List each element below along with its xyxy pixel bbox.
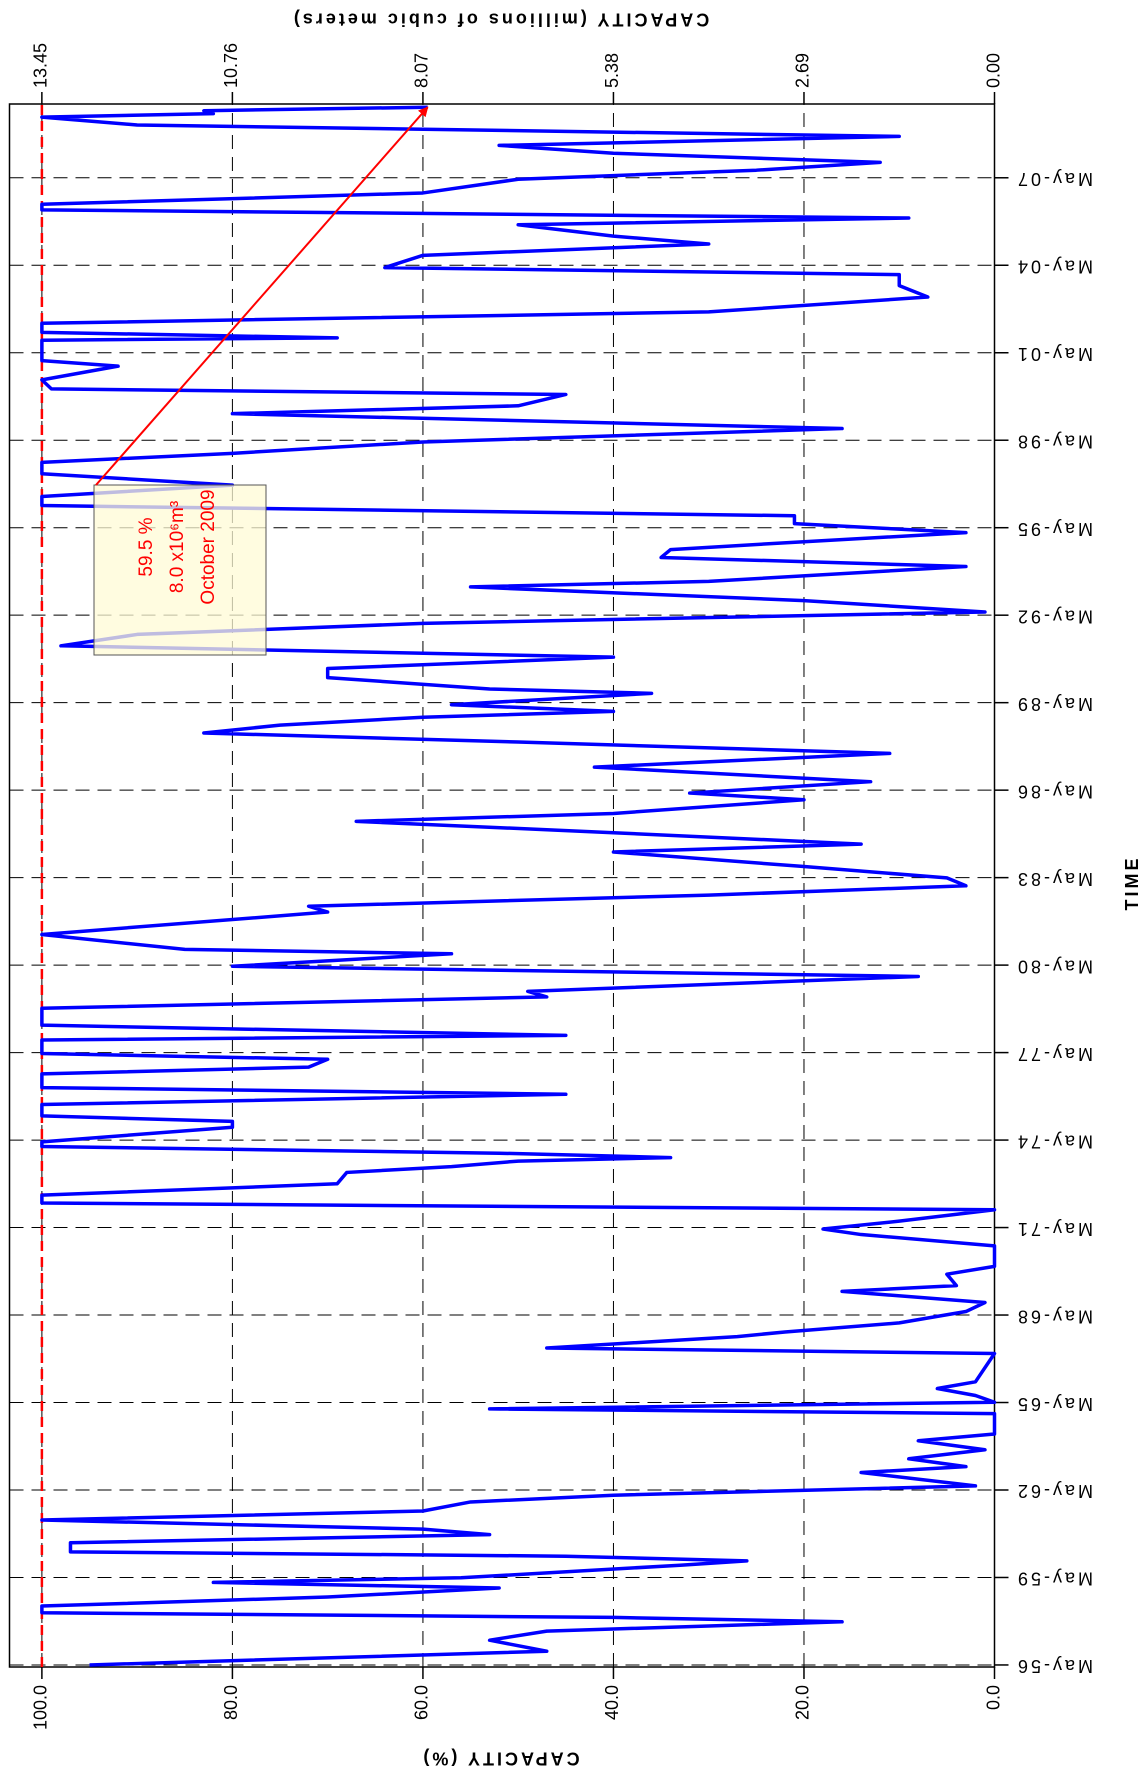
x-tick-label: May-01 [1015, 344, 1093, 364]
y2-tick-label: 0.00 [983, 53, 1003, 88]
y2-tick-label: 10.76 [221, 43, 241, 88]
x-tick-label: May-86 [1015, 781, 1093, 801]
x-tick-label: May-83 [1015, 869, 1093, 889]
x-tick-label: May-68 [1015, 1306, 1093, 1326]
x-tick-label: May-59 [1015, 1569, 1093, 1589]
x-tick-label: May-74 [1015, 1131, 1093, 1151]
annotation-text: 59.5 % [136, 517, 157, 576]
y-tick-label: 40.0 [602, 1685, 622, 1720]
y-axis-title: CAPACITY (%) [420, 1748, 579, 1768]
annotation-arrow [95, 106, 429, 486]
x-tick-label: May-95 [1015, 519, 1093, 539]
x-tick-label: May-62 [1015, 1481, 1093, 1501]
x-tick-label: May-04 [1015, 257, 1093, 277]
y2-tick-label: 13.45 [31, 43, 51, 88]
y2-tick-label: 8.07 [412, 53, 432, 88]
x-tick-label: May-77 [1015, 1044, 1093, 1064]
x-tick-label: May-07 [1015, 169, 1093, 189]
annotation-box [93, 484, 267, 656]
x-tick-label: May-89 [1015, 694, 1093, 714]
y-tick-label: 80.0 [221, 1685, 241, 1720]
y2-tick-label: 5.38 [602, 53, 622, 88]
y2-axis-title: CAPACITY (millions of cubic meters) [291, 9, 709, 29]
x-tick-label: May-92 [1015, 606, 1093, 626]
x-tick-label: May-80 [1015, 956, 1093, 976]
y-tick-label: 20.0 [793, 1685, 813, 1720]
x-tick-label: May-98 [1015, 431, 1093, 451]
x-tick-label: May-71 [1015, 1219, 1093, 1239]
annotation-text: 8.0 x10⁶m³ [167, 501, 188, 593]
x-tick-label: May-56 [1015, 1656, 1093, 1676]
annotation-text: October 2009 [198, 489, 219, 604]
y-tick-label: 100.0 [31, 1685, 51, 1730]
y-tick-label: 0.0 [983, 1685, 1003, 1710]
y2-tick-label: 2.69 [793, 53, 813, 88]
y-tick-label: 60.0 [412, 1685, 432, 1720]
x-axis-title: TIME [1122, 856, 1142, 911]
x-tick-label: May-65 [1015, 1394, 1093, 1414]
capacity-line [40, 105, 997, 1667]
